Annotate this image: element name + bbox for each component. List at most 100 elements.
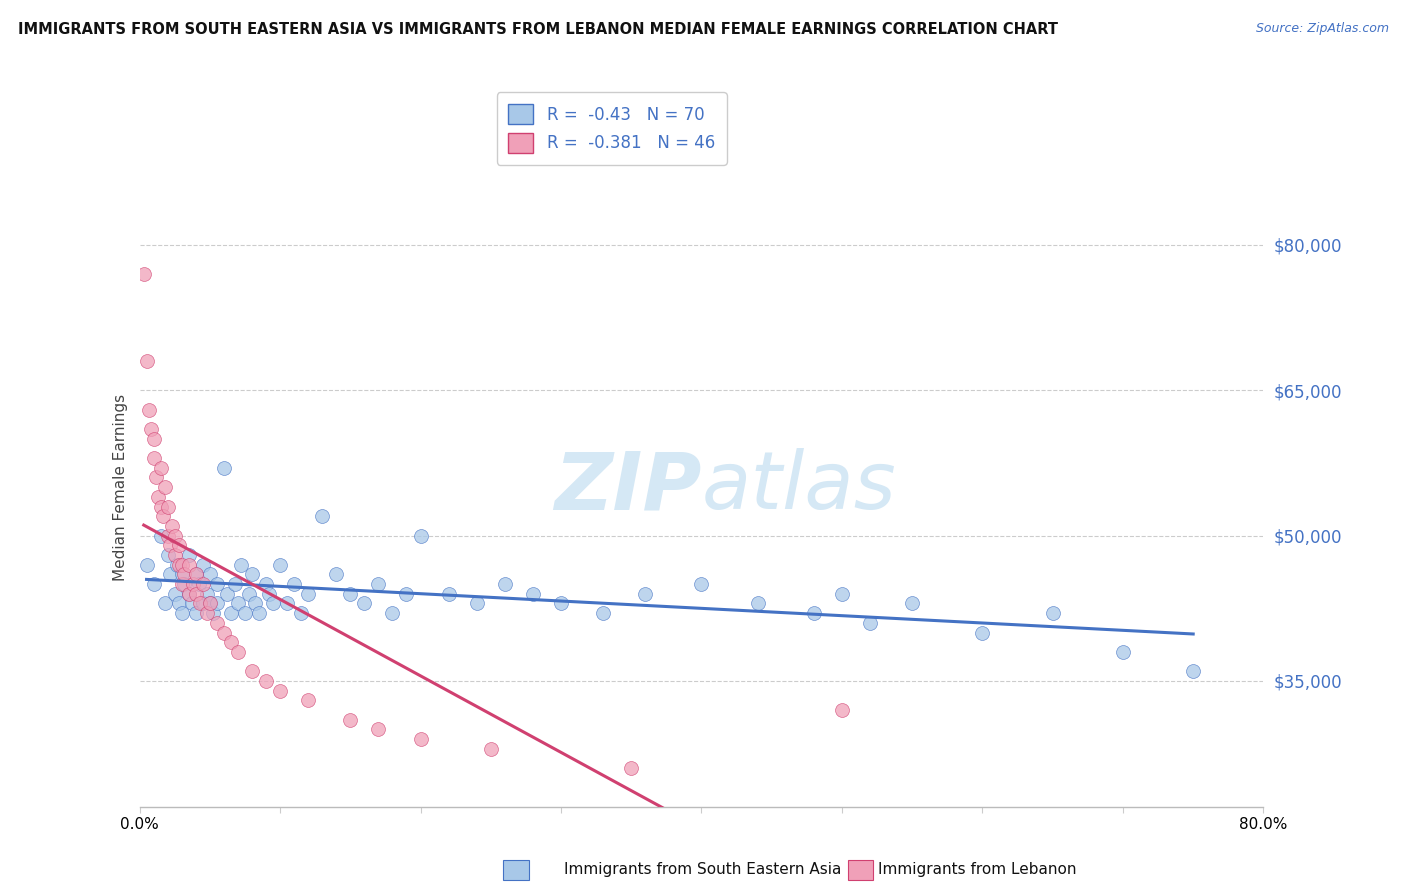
Point	[254, 673, 277, 688]
Point	[170, 577, 193, 591]
Point	[257, 587, 280, 601]
Point	[156, 528, 179, 542]
Point	[142, 451, 165, 466]
Point	[191, 597, 214, 611]
Point	[205, 597, 228, 611]
Point	[184, 567, 207, 582]
Point	[1182, 665, 1205, 679]
Point	[972, 625, 994, 640]
Point	[831, 587, 853, 601]
Point	[187, 577, 209, 591]
Point	[159, 538, 181, 552]
Point	[238, 587, 260, 601]
Point	[212, 460, 235, 475]
Text: IMMIGRANTS FROM SOUTH EASTERN ASIA VS IMMIGRANTS FROM LEBANON MEDIAN FEMALE EARN: IMMIGRANTS FROM SOUTH EASTERN ASIA VS IM…	[18, 22, 1059, 37]
Point	[166, 558, 188, 572]
Point	[156, 500, 179, 514]
Point	[170, 567, 193, 582]
Point	[247, 606, 270, 620]
Point	[167, 558, 190, 572]
Point	[522, 587, 544, 601]
Point	[170, 558, 193, 572]
Point	[181, 577, 204, 591]
Point	[290, 606, 312, 620]
Point	[146, 490, 169, 504]
Point	[367, 577, 389, 591]
Point	[240, 665, 263, 679]
Point	[135, 354, 157, 368]
Point	[167, 538, 190, 552]
Point	[198, 597, 221, 611]
Point	[634, 587, 657, 601]
Point	[297, 587, 319, 601]
Point	[243, 597, 266, 611]
Point	[226, 597, 249, 611]
Point	[149, 500, 172, 514]
Point	[191, 577, 214, 591]
Point	[339, 713, 361, 727]
Point	[184, 587, 207, 601]
Point	[325, 567, 347, 582]
Point	[177, 587, 200, 601]
Point	[479, 741, 502, 756]
Point	[1042, 606, 1064, 620]
Point	[395, 587, 418, 601]
Point	[494, 577, 516, 591]
Point	[831, 703, 853, 717]
Point	[283, 577, 305, 591]
Point	[254, 577, 277, 591]
Point	[170, 606, 193, 620]
Point	[262, 597, 284, 611]
Point	[153, 480, 176, 494]
Point	[173, 577, 195, 591]
Point	[156, 548, 179, 562]
Point	[184, 567, 207, 582]
Point	[180, 597, 202, 611]
Point	[145, 470, 167, 484]
Point	[167, 597, 190, 611]
Point	[201, 606, 224, 620]
Point	[184, 606, 207, 620]
Point	[198, 597, 221, 611]
Point	[177, 548, 200, 562]
Point	[160, 519, 183, 533]
Point	[226, 645, 249, 659]
Point	[381, 606, 404, 620]
Point	[138, 402, 160, 417]
Point	[212, 625, 235, 640]
Point	[191, 558, 214, 572]
Point	[163, 528, 186, 542]
Point	[198, 567, 221, 582]
Point	[901, 597, 924, 611]
Point	[620, 761, 643, 775]
Point	[859, 615, 882, 630]
Point	[592, 606, 614, 620]
Point	[1112, 645, 1135, 659]
Point	[205, 615, 228, 630]
Point	[188, 597, 211, 611]
Point	[177, 558, 200, 572]
Point	[269, 683, 291, 698]
Point	[229, 558, 252, 572]
Point	[132, 267, 155, 281]
Point	[205, 577, 228, 591]
Point	[135, 558, 157, 572]
Point	[339, 587, 361, 601]
Point	[215, 587, 238, 601]
Text: Immigrants from South Eastern Asia: Immigrants from South Eastern Asia	[564, 863, 842, 877]
Point	[149, 460, 172, 475]
Legend: R =  -0.43   N = 70, R =  -0.381   N = 46: R = -0.43 N = 70, R = -0.381 N = 46	[496, 93, 727, 165]
Point	[219, 635, 242, 649]
Point	[219, 606, 242, 620]
Point	[311, 509, 333, 524]
Point	[149, 528, 172, 542]
Point	[409, 732, 432, 747]
Y-axis label: Median Female Earnings: Median Female Earnings	[114, 393, 128, 581]
Point	[353, 597, 375, 611]
Point	[233, 606, 256, 620]
Point	[437, 587, 460, 601]
Point	[803, 606, 825, 620]
Point	[224, 577, 246, 591]
Text: Source: ZipAtlas.com: Source: ZipAtlas.com	[1256, 22, 1389, 36]
Point	[465, 597, 488, 611]
